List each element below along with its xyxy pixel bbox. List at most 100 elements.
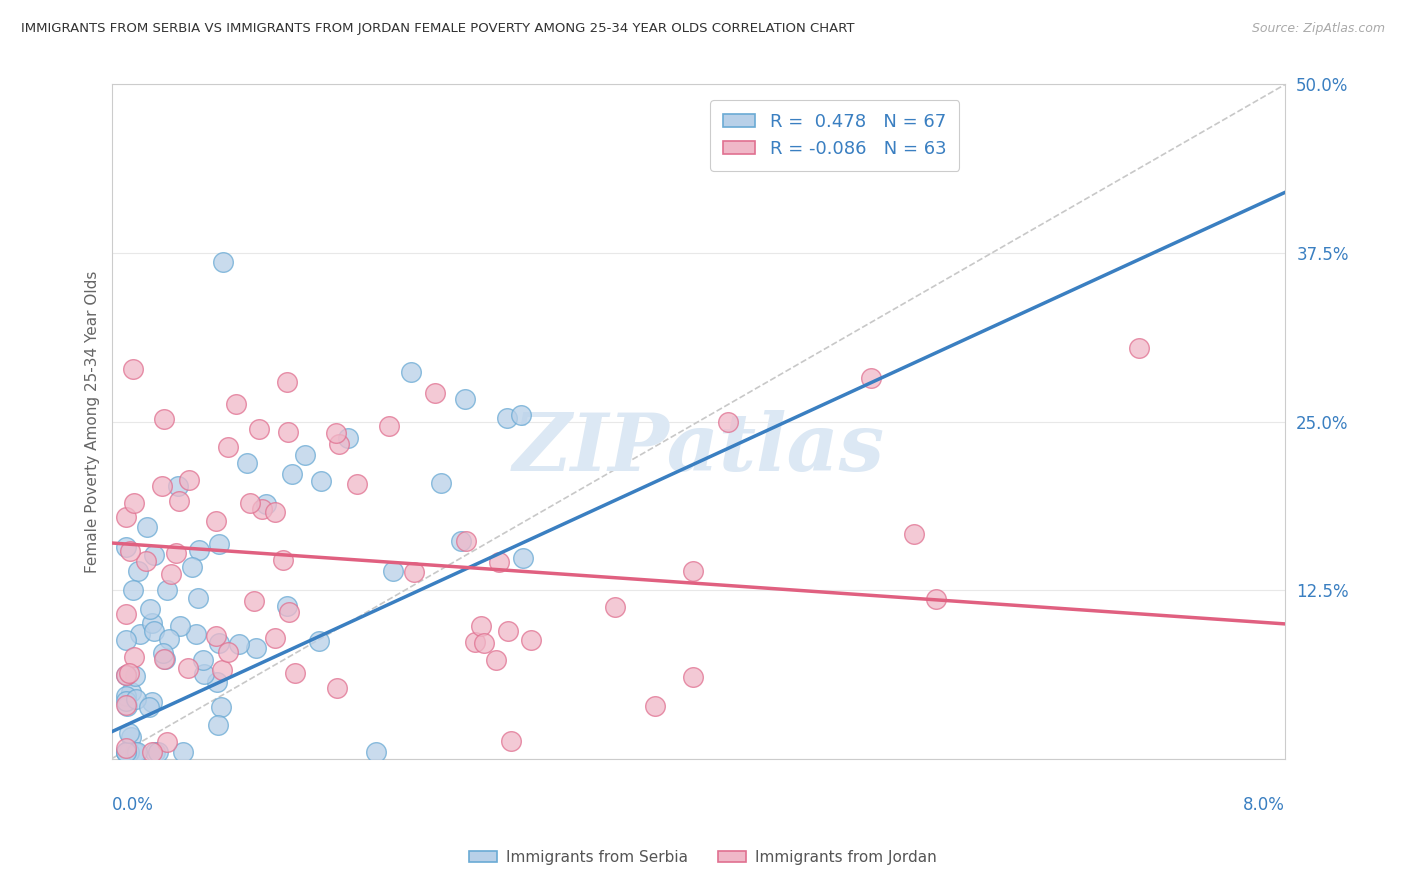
Point	[146, 745, 169, 759]
Point	[211, 663, 233, 677]
Point	[138, 700, 160, 714]
Point	[115, 510, 138, 524]
Point	[145, 745, 167, 759]
Point	[120, 730, 142, 744]
Point	[141, 695, 163, 709]
Point	[328, 437, 350, 451]
Point	[512, 551, 534, 566]
Point	[150, 479, 173, 493]
Point	[159, 566, 181, 581]
Point	[156, 582, 179, 597]
Point	[245, 640, 267, 655]
Point	[118, 665, 141, 680]
Point	[228, 637, 250, 651]
Point	[236, 456, 259, 470]
Point	[496, 624, 519, 638]
Point	[520, 632, 543, 647]
Point	[399, 366, 422, 380]
Point	[172, 745, 194, 759]
Point	[488, 555, 510, 569]
Point	[141, 745, 163, 759]
Point	[450, 534, 472, 549]
Point	[115, 668, 138, 682]
Point	[364, 745, 387, 759]
Point	[143, 548, 166, 562]
Point	[682, 669, 704, 683]
Point	[118, 544, 141, 558]
Point	[209, 699, 232, 714]
Point	[186, 627, 208, 641]
Text: IMMIGRANTS FROM SERBIA VS IMMIGRANTS FROM JORDAN FEMALE POVERTY AMONG 25-34 YEAR: IMMIGRANTS FROM SERBIA VS IMMIGRANTS FRO…	[21, 22, 855, 36]
Point	[276, 599, 298, 613]
Point	[281, 467, 304, 481]
Legend: R =  0.478   N = 67, R = -0.086   N = 63: R = 0.478 N = 67, R = -0.086 N = 63	[710, 100, 959, 170]
Point	[205, 675, 228, 690]
Point	[157, 632, 180, 647]
Point	[187, 591, 209, 606]
Point	[309, 474, 332, 488]
Point	[167, 493, 190, 508]
Point	[496, 410, 519, 425]
Point	[124, 669, 146, 683]
Point	[115, 607, 138, 621]
Point	[208, 536, 231, 550]
Point	[1128, 341, 1150, 355]
Point	[470, 619, 492, 633]
Point	[118, 745, 141, 759]
Point	[254, 497, 277, 511]
Point	[264, 631, 287, 645]
Point	[115, 741, 138, 756]
Point	[204, 514, 226, 528]
Point	[115, 632, 138, 647]
Point	[925, 591, 948, 606]
Point	[485, 653, 508, 667]
Point	[122, 362, 145, 376]
Point	[717, 415, 740, 429]
Point	[377, 419, 399, 434]
Point	[115, 745, 138, 759]
Point	[143, 624, 166, 638]
Point	[135, 519, 157, 533]
Point	[217, 645, 239, 659]
Point	[277, 425, 299, 439]
Point	[217, 441, 239, 455]
Point	[510, 408, 533, 422]
Point	[247, 422, 270, 436]
Point	[152, 646, 174, 660]
Point	[153, 652, 176, 666]
Point	[127, 745, 149, 759]
Point	[115, 698, 138, 713]
Text: 0.0%: 0.0%	[111, 796, 153, 814]
Point	[211, 255, 233, 269]
Point	[382, 564, 405, 578]
Point	[903, 526, 925, 541]
Point	[325, 425, 347, 440]
Point	[165, 546, 187, 560]
Point	[127, 564, 149, 578]
Point	[207, 718, 229, 732]
Point	[187, 542, 209, 557]
Point	[128, 627, 150, 641]
Point	[225, 397, 247, 411]
Point	[859, 370, 882, 384]
Point	[153, 652, 176, 666]
Point	[141, 616, 163, 631]
Point	[294, 448, 316, 462]
Point	[326, 681, 349, 695]
Point	[115, 745, 138, 759]
Point	[682, 564, 704, 578]
Point	[273, 553, 295, 567]
Point	[115, 689, 138, 703]
Point	[180, 559, 202, 574]
Point	[464, 634, 486, 648]
Point	[472, 636, 495, 650]
Point	[179, 473, 201, 487]
Point	[139, 602, 162, 616]
Text: ZIPatlas: ZIPatlas	[512, 409, 884, 487]
Point	[276, 375, 298, 389]
Point	[239, 495, 262, 509]
Point	[176, 661, 198, 675]
Point	[115, 693, 138, 707]
Point	[243, 594, 266, 608]
Point	[501, 734, 523, 748]
